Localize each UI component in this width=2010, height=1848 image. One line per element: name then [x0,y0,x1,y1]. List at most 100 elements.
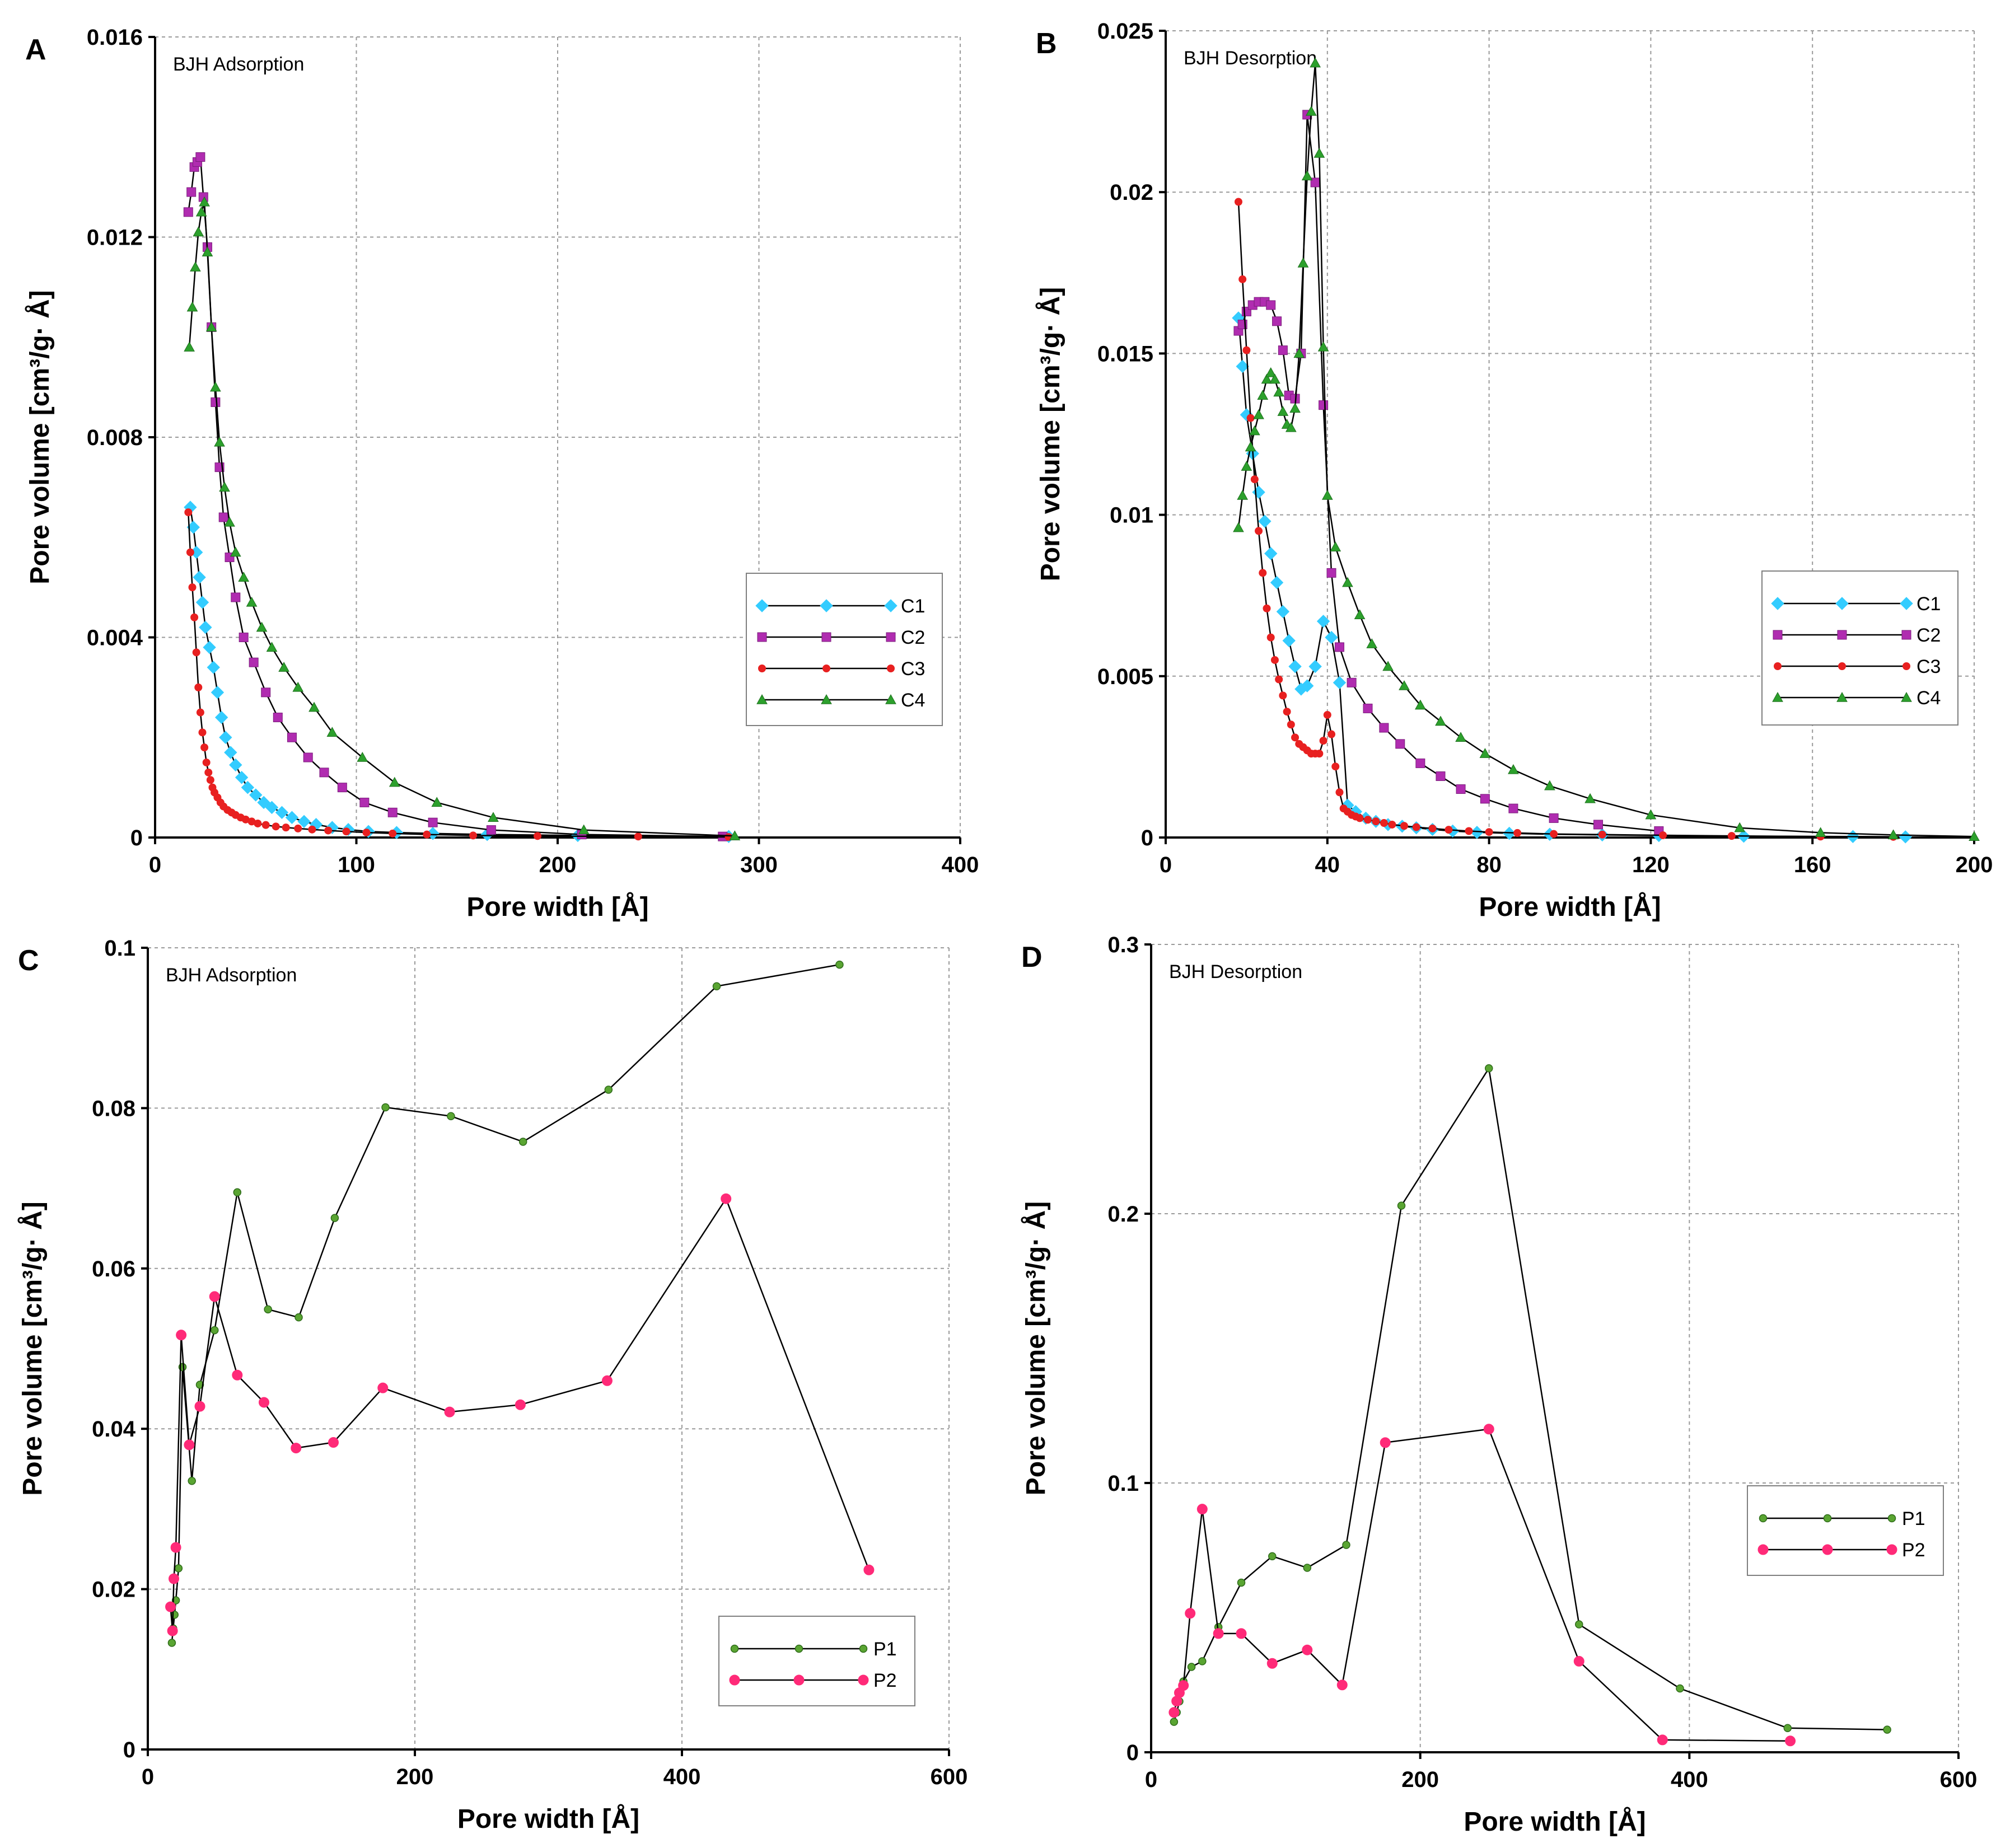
data-point-c3 [1372,817,1380,826]
data-point-p2 [184,1439,195,1451]
panel-label: C [18,944,39,977]
legend-label-p1: P1 [873,1639,897,1660]
data-point-c1 [285,811,299,824]
data-point-c3 [194,683,203,691]
data-point-p2 [1785,1735,1796,1747]
data-point-p2 [863,1564,875,1575]
y-tick-label: 0.008 [87,425,143,450]
y-tick-label: 0.004 [87,626,143,651]
data-point-c4 [1645,809,1657,820]
data-point-c4 [1269,373,1280,384]
data-point-c2 [1480,794,1490,804]
data-point-c3 [282,824,290,832]
data-point-c3 [1234,198,1242,206]
data-point-c2 [186,187,197,197]
data-point-c2 [1319,400,1329,410]
data-point-c3 [192,648,200,657]
data-point-c4 [729,830,741,841]
data-point-c4 [488,812,499,822]
data-point-c3 [1327,730,1336,738]
data-point-c4 [1321,489,1333,500]
y-tick-label: 0.08 [92,1096,135,1121]
data-point-p1 [167,1639,176,1647]
data-point-c3 [1315,750,1324,758]
data-point-p2 [194,1401,205,1412]
data-point-p1 [1268,1552,1277,1561]
series-line-p1 [171,963,840,1643]
y-tick-label: 0.015 [1097,341,1153,366]
legend-marker [793,1674,805,1686]
x-tick-label: 400 [663,1765,701,1789]
data-point-c3 [1270,656,1279,664]
data-point-c4 [1233,522,1244,532]
data-point-c3 [1400,822,1408,830]
legend-marker [757,632,767,642]
data-point-c4 [205,321,217,332]
data-point-p1 [264,1305,272,1314]
legend-label-c1: C1 [901,596,925,617]
data-point-c4 [389,776,400,787]
data-point-c3 [534,832,542,840]
data-point-p1 [518,1138,527,1146]
data-point-c4 [1342,577,1353,587]
data-point-c4 [1285,422,1297,432]
data-point-c2 [1272,316,1282,326]
series-p2 [165,1193,875,1636]
y-tick-label: 0 [1126,1741,1139,1765]
data-point-c4 [1310,57,1321,68]
data-point-c3 [1598,830,1606,839]
chart-panel-d: 0 200 400 600 0 0.1 0.2 0.3 Pore width [Å] Pore v… [1021,933,1977,1837]
y-tick-label: 0.02 [92,1578,135,1602]
series-line-c3 [1237,202,1894,838]
data-point-p1 [330,1214,339,1222]
data-point-p2 [328,1437,339,1448]
data-point-c4 [184,341,195,352]
y-tick-label: 0 [130,826,143,850]
legend-label-p2: P2 [1902,1540,1925,1561]
data-point-c4 [1544,780,1555,790]
data-point-c1 [199,620,212,634]
y-tick-label: 0.3 [1107,933,1139,957]
data-point-c4 [1257,390,1269,400]
legend-marker [1838,662,1846,670]
data-point-c2 [1363,703,1373,713]
legend-marker [755,599,769,612]
data-point-c3 [1445,826,1453,834]
data-point-c4 [210,381,221,392]
x-tick-label: 0 [1145,1767,1157,1792]
x-tick-label: 0 [149,853,161,877]
legend-marker [1900,597,1913,610]
data-point-c2 [486,825,496,835]
data-point-c3 [1250,475,1259,484]
panel-annotation: BJH Desorption [1184,48,1317,69]
data-point-c3 [1291,733,1300,742]
data-point-c3 [1412,823,1420,831]
data-point-c3 [1364,816,1372,824]
legend-marker [729,1674,740,1686]
data-point-c1 [1282,634,1296,648]
x-tick-label: 200 [1956,853,1993,877]
data-point-c1 [1276,605,1290,619]
data-point-c3 [204,768,213,776]
series-line-c2 [188,155,723,838]
data-point-c2 [303,752,313,762]
data-point-c1 [219,731,232,744]
data-point-c4 [246,596,258,607]
data-point-c4 [1273,386,1285,397]
data-point-p1 [381,1103,390,1112]
data-point-c3 [1283,708,1291,716]
data-point-c1 [229,758,242,772]
data-point-c4 [1293,348,1305,358]
data-point-c4 [1584,793,1596,803]
data-point-c3 [1513,829,1522,837]
data-point-p2 [601,1375,613,1386]
data-point-p1 [1303,1564,1312,1572]
x-tick-label: 40 [1315,853,1340,877]
data-point-c1 [265,801,279,815]
series-line-c1 [189,507,729,838]
data-point-c3 [198,728,207,737]
chart-panel-c: 0 200 400 600 0 0.02 0.04 0.06 0.08 0.1 Pore width… [17,936,967,1834]
data-point-c2 [1549,813,1559,823]
data-point-c4 [1301,170,1313,181]
